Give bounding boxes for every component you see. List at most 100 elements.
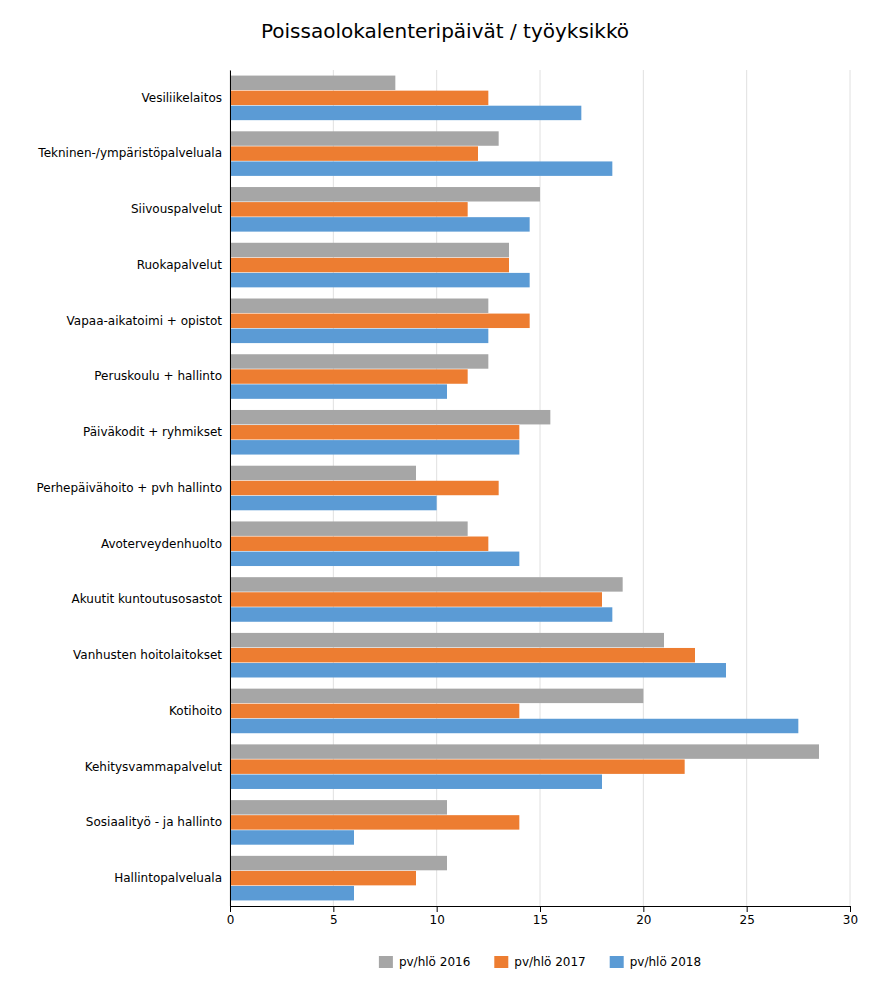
- bar: [230, 830, 354, 844]
- bar: [230, 425, 519, 439]
- tick-label: Kehitysvammapalvelut: [85, 760, 223, 774]
- tick-label: Vapaa-aikatoimi + opistot: [67, 314, 223, 328]
- tick: Kehitysvammapalvelut: [85, 760, 230, 774]
- bar: [230, 273, 530, 287]
- bar: [230, 440, 519, 454]
- bar: [230, 521, 468, 535]
- bar: [230, 354, 488, 368]
- bar: [230, 384, 447, 398]
- tick-label: Kotihoito: [169, 704, 222, 718]
- tick: Avoterveydenhuolto: [101, 537, 230, 551]
- tick-mark: [437, 906, 438, 912]
- series: [230, 76, 819, 871]
- tick-mark: [230, 906, 231, 912]
- legend-item: pv/hlö 2017: [494, 955, 585, 969]
- bar: [230, 704, 519, 718]
- value-axis: 0 5 10 15 20 25 30: [227, 906, 858, 927]
- bar: [230, 314, 530, 328]
- grid-line: [746, 70, 747, 906]
- bar: [230, 577, 623, 591]
- grid: [230, 70, 850, 906]
- bar: [230, 774, 602, 788]
- bar: [230, 161, 612, 175]
- grid-line: [230, 70, 231, 906]
- legend-swatch: [610, 956, 624, 968]
- axis-line: [230, 71, 231, 907]
- tick: Tekninen-/ympäristöpalveluala: [37, 146, 230, 160]
- category-axis: Vesiliikelaitos Tekninen-/ympäristöpalvel…: [37, 71, 231, 907]
- title: Poissaolokalenteripäivät / työyksikkö: [261, 19, 629, 43]
- tick-label: Peruskoulu + hallinto: [94, 369, 222, 383]
- grid-line: [643, 70, 644, 906]
- tick-label: Tekninen-/ympäristöpalveluala: [37, 146, 222, 160]
- tick: Ruokapalvelut: [137, 258, 230, 272]
- bar: [230, 871, 416, 885]
- tick: 30: [843, 906, 858, 927]
- tick-label: 25: [740, 913, 755, 927]
- bar: [230, 76, 395, 90]
- bar: [230, 466, 416, 480]
- tick: Vanhusten hoitolaitokset: [73, 648, 230, 662]
- axis-line: [231, 907, 851, 913]
- tick-mark: [850, 906, 851, 912]
- bar: [230, 258, 509, 272]
- tick-mark: [333, 906, 334, 912]
- tick-label: Vesiliikelaitos: [142, 91, 222, 105]
- tick: Peruskoulu + hallinto: [94, 369, 230, 383]
- tick: Perhepäivähoito + pvh hallinto: [37, 481, 230, 495]
- bar: [230, 537, 488, 551]
- bar: [230, 607, 612, 621]
- bar: [230, 648, 695, 662]
- bar: [230, 106, 581, 120]
- bar: [230, 886, 354, 900]
- tick-mark: [540, 906, 541, 912]
- bar: [230, 91, 488, 105]
- legend-item: pv/hlö 2018: [610, 955, 701, 969]
- tick: Vapaa-aikatoimi + opistot: [67, 314, 230, 328]
- tick-label: 0: [227, 913, 235, 927]
- bar: [230, 202, 468, 216]
- tick: Sosiaalityö - ja hallinto: [86, 815, 230, 829]
- bar: [230, 552, 519, 566]
- legend: pv/hlö 2016 pv/hlö 2017 pv/hlö 2018: [379, 955, 701, 969]
- grid-line: [850, 70, 851, 906]
- tick-label: Akuutit kuntoutusosastot: [71, 592, 222, 606]
- bar: [230, 481, 499, 495]
- tick-label: 30: [843, 913, 858, 927]
- tick-label: Hallintopalveluala: [114, 871, 222, 885]
- bar: [230, 592, 602, 606]
- bar: [230, 131, 499, 145]
- tick: 20: [636, 906, 651, 927]
- tick: 10: [430, 906, 445, 927]
- bar: [230, 759, 685, 773]
- tick: Vesiliikelaitos: [142, 91, 230, 105]
- bar: [230, 329, 488, 343]
- tick-mark: [747, 906, 748, 912]
- legend-item: pv/hlö 2016: [379, 955, 470, 969]
- tick: Päiväkodit + ryhmikset: [83, 425, 230, 439]
- bar: [230, 410, 550, 424]
- tick-label: Päiväkodit + ryhmikset: [83, 425, 222, 439]
- legend-swatch: [379, 956, 393, 968]
- tick-label: 15: [533, 913, 548, 927]
- bar: [230, 146, 478, 160]
- legend-label: pv/hlö 2016: [399, 955, 470, 969]
- tick-label: 5: [330, 913, 338, 927]
- bar: [230, 815, 519, 829]
- tick-label: Avoterveydenhuolto: [101, 537, 222, 551]
- bar: [230, 719, 798, 733]
- bar: [230, 689, 643, 703]
- plot: 0 5 10 15 20 25 30 Vesiliikelaitos Tekninen-/ymp…: [37, 70, 859, 927]
- tick-label: Perhepäivähoito + pvh hallinto: [37, 481, 222, 495]
- tick-label: 10: [430, 913, 445, 927]
- tick-mark: [643, 906, 644, 912]
- bar: [230, 299, 488, 313]
- legend-label: pv/hlö 2017: [514, 955, 585, 969]
- tick: 0: [227, 906, 235, 927]
- series: [230, 91, 695, 886]
- legend-swatch: [494, 956, 508, 968]
- bar: [230, 744, 819, 758]
- bar: [230, 243, 509, 257]
- tick: Akuutit kuntoutusosastot: [71, 592, 230, 606]
- bar: [230, 217, 530, 231]
